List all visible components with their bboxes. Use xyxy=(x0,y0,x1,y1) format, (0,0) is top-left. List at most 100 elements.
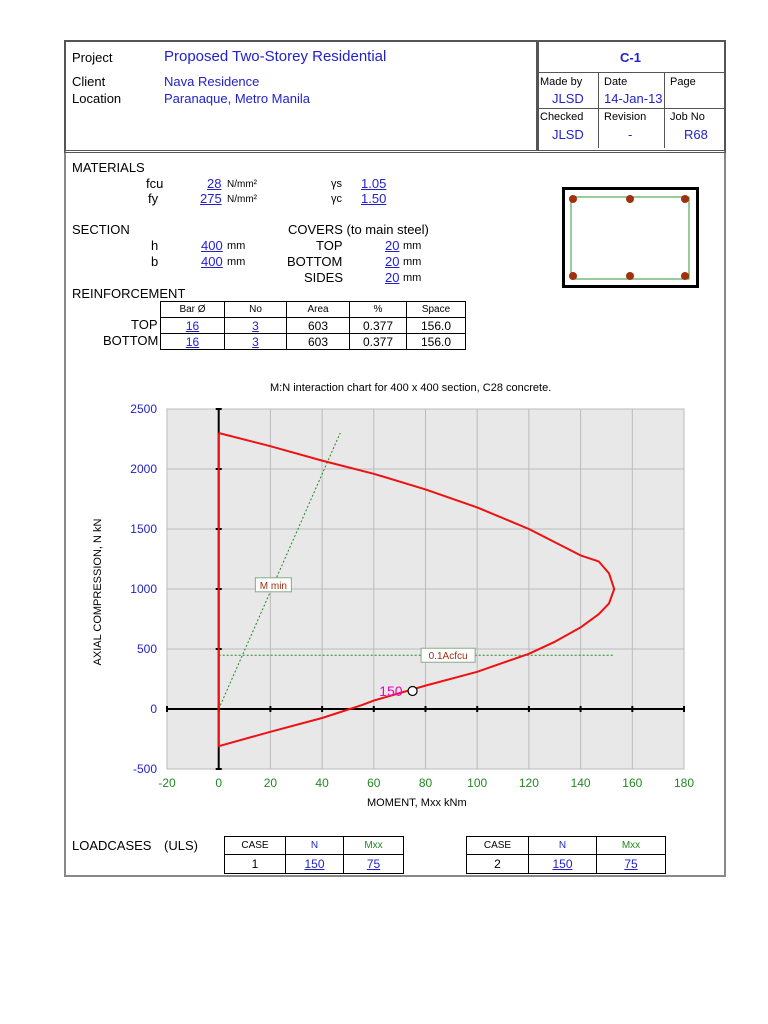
fy-label: fy xyxy=(148,191,159,206)
gamma-c-label: γc xyxy=(331,193,342,205)
guide-label: 0.1Acfcu xyxy=(429,651,468,662)
revision-label: Revision xyxy=(604,111,647,123)
load-point xyxy=(407,685,418,697)
date-value: 14-Jan-13 xyxy=(604,91,663,106)
b-label: b xyxy=(151,254,159,269)
h-label: h xyxy=(151,238,159,253)
cover-sides-input[interactable]: 20 xyxy=(385,270,400,285)
b-input[interactable]: 400 xyxy=(201,254,223,269)
checked-value: JLSD xyxy=(552,127,584,142)
h-unit: mm xyxy=(227,240,246,252)
loadcase-table-1: CASE N Mxx 1 150 75 xyxy=(224,836,404,874)
reinforcement-table: Bar Ø No Area % Space 16 3 603 0.377 156… xyxy=(160,301,466,350)
materials-title: MATERIALS xyxy=(72,160,145,175)
n-input[interactable]: 150 xyxy=(528,854,597,874)
table-row: 2 150 75 xyxy=(466,854,666,874)
x-tick-label: 160 xyxy=(622,776,642,790)
y-tick-label: 2500 xyxy=(130,402,157,416)
covers-title: COVERS (to main steel) xyxy=(288,222,429,237)
cover-top-label: TOP xyxy=(316,238,343,253)
col-case: CASE xyxy=(466,836,529,855)
date-label: Date xyxy=(604,76,628,88)
client-name: Nava Residence xyxy=(164,74,260,89)
y-tick-label: 2000 xyxy=(130,462,157,476)
rebar-row-label-bottom: BOTTOM xyxy=(103,333,159,348)
location-label: Location xyxy=(72,91,122,106)
n-input[interactable]: 150 xyxy=(285,854,344,874)
x-tick-label: -20 xyxy=(158,776,176,790)
checked-label: Checked xyxy=(540,111,584,123)
fcu-unit: N/mm² xyxy=(227,179,257,190)
y-tick-label: 1000 xyxy=(130,582,157,596)
x-axis-label: MOMENT, Mxx kNm xyxy=(367,797,467,809)
fcu-input[interactable]: 28 xyxy=(207,176,222,191)
project-name: Proposed Two-Storey Residential xyxy=(164,48,387,65)
col-n: N xyxy=(528,836,597,855)
x-tick-label: 100 xyxy=(467,776,487,790)
table-header-row: CASE N Mxx xyxy=(224,836,404,855)
cover-top-unit: mm xyxy=(403,240,422,252)
load-point-label: 150 xyxy=(379,683,403,699)
table-header-row: Bar Ø No Area % Space xyxy=(160,301,466,318)
interaction-curve xyxy=(217,432,616,748)
space-value: 156.0 xyxy=(406,333,466,350)
project-label: Project xyxy=(72,50,113,65)
y-tick-label: 0 xyxy=(150,702,157,716)
sheet-ref: C-1 xyxy=(620,50,641,65)
loadcases-subtitle: (ULS) xyxy=(164,838,198,853)
cover-sides-unit: mm xyxy=(403,272,422,284)
table-row: 16 3 603 0.377 156.0 xyxy=(160,333,466,350)
case-number: 1 xyxy=(224,854,286,874)
interaction-chart: -20 0 20 40 60 80 100 120 140 160 180 -500 0 500 1000 1… xyxy=(130,402,694,790)
gamma-c-input[interactable]: 1.50 xyxy=(361,191,387,206)
chart-title: M:N interaction chart for 400 x 400 sect… xyxy=(270,382,552,394)
cover-top-input[interactable]: 20 xyxy=(385,238,400,253)
title-block xyxy=(64,40,726,153)
y-tick-label: -500 xyxy=(133,762,157,776)
made-by-label: Made by xyxy=(540,76,583,88)
revision-value: - xyxy=(628,127,633,142)
col-mxx: Mxx xyxy=(596,836,666,855)
x-tick-label: 20 xyxy=(264,776,278,790)
section-diagram xyxy=(562,187,699,288)
table-header-row: CASE N Mxx xyxy=(466,836,666,855)
fcu-label: fcu xyxy=(146,176,164,191)
bar-input[interactable]: 16 xyxy=(160,333,225,350)
x-tick-label: 180 xyxy=(674,776,694,790)
gamma-s-input[interactable]: 1.05 xyxy=(361,176,387,191)
client-label: Client xyxy=(72,74,106,89)
x-tick-label: 60 xyxy=(367,776,381,790)
guide-label-box xyxy=(420,647,476,663)
guide-label: M min xyxy=(260,581,287,592)
job-no-label: Job No xyxy=(670,111,705,123)
area-value: 603 xyxy=(286,317,350,334)
loadcase-table-2: CASE N Mxx 2 150 75 xyxy=(466,836,666,874)
pct-value: 0.377 xyxy=(349,333,407,350)
mxx-input[interactable]: 75 xyxy=(343,854,404,874)
table-row: 1 150 75 xyxy=(224,854,404,874)
col-n: N xyxy=(285,836,344,855)
loadcases-title: LOADCASES xyxy=(72,838,152,853)
cover-bottom-unit: mm xyxy=(403,256,422,268)
cover-sides-label: SIDES xyxy=(304,270,344,285)
col-mxx: Mxx xyxy=(343,836,404,855)
case-number: 2 xyxy=(466,854,529,874)
area-value: 603 xyxy=(286,333,350,350)
y-axis-label: AXIAL COMPRESSION, N kN xyxy=(92,518,104,666)
guide-label-box xyxy=(254,577,292,593)
y-tick-label: 1500 xyxy=(130,522,157,536)
x-tick-label: 120 xyxy=(519,776,539,790)
cover-bottom-input[interactable]: 20 xyxy=(385,254,400,269)
rebar-row-label-top: TOP xyxy=(131,317,158,332)
x-tick-label: 140 xyxy=(571,776,591,790)
x-tick-label: 80 xyxy=(419,776,433,790)
gamma-s-label: γs xyxy=(331,178,342,190)
h-input[interactable]: 400 xyxy=(201,238,223,253)
cover-bottom-label: BOTTOM xyxy=(287,254,343,269)
job-no-value: R68 xyxy=(684,127,708,142)
location-name: Paranaque, Metro Manila xyxy=(164,91,310,106)
col-case: CASE xyxy=(224,836,286,855)
mxx-input[interactable]: 75 xyxy=(596,854,666,874)
fy-input[interactable]: 275 xyxy=(200,191,222,206)
